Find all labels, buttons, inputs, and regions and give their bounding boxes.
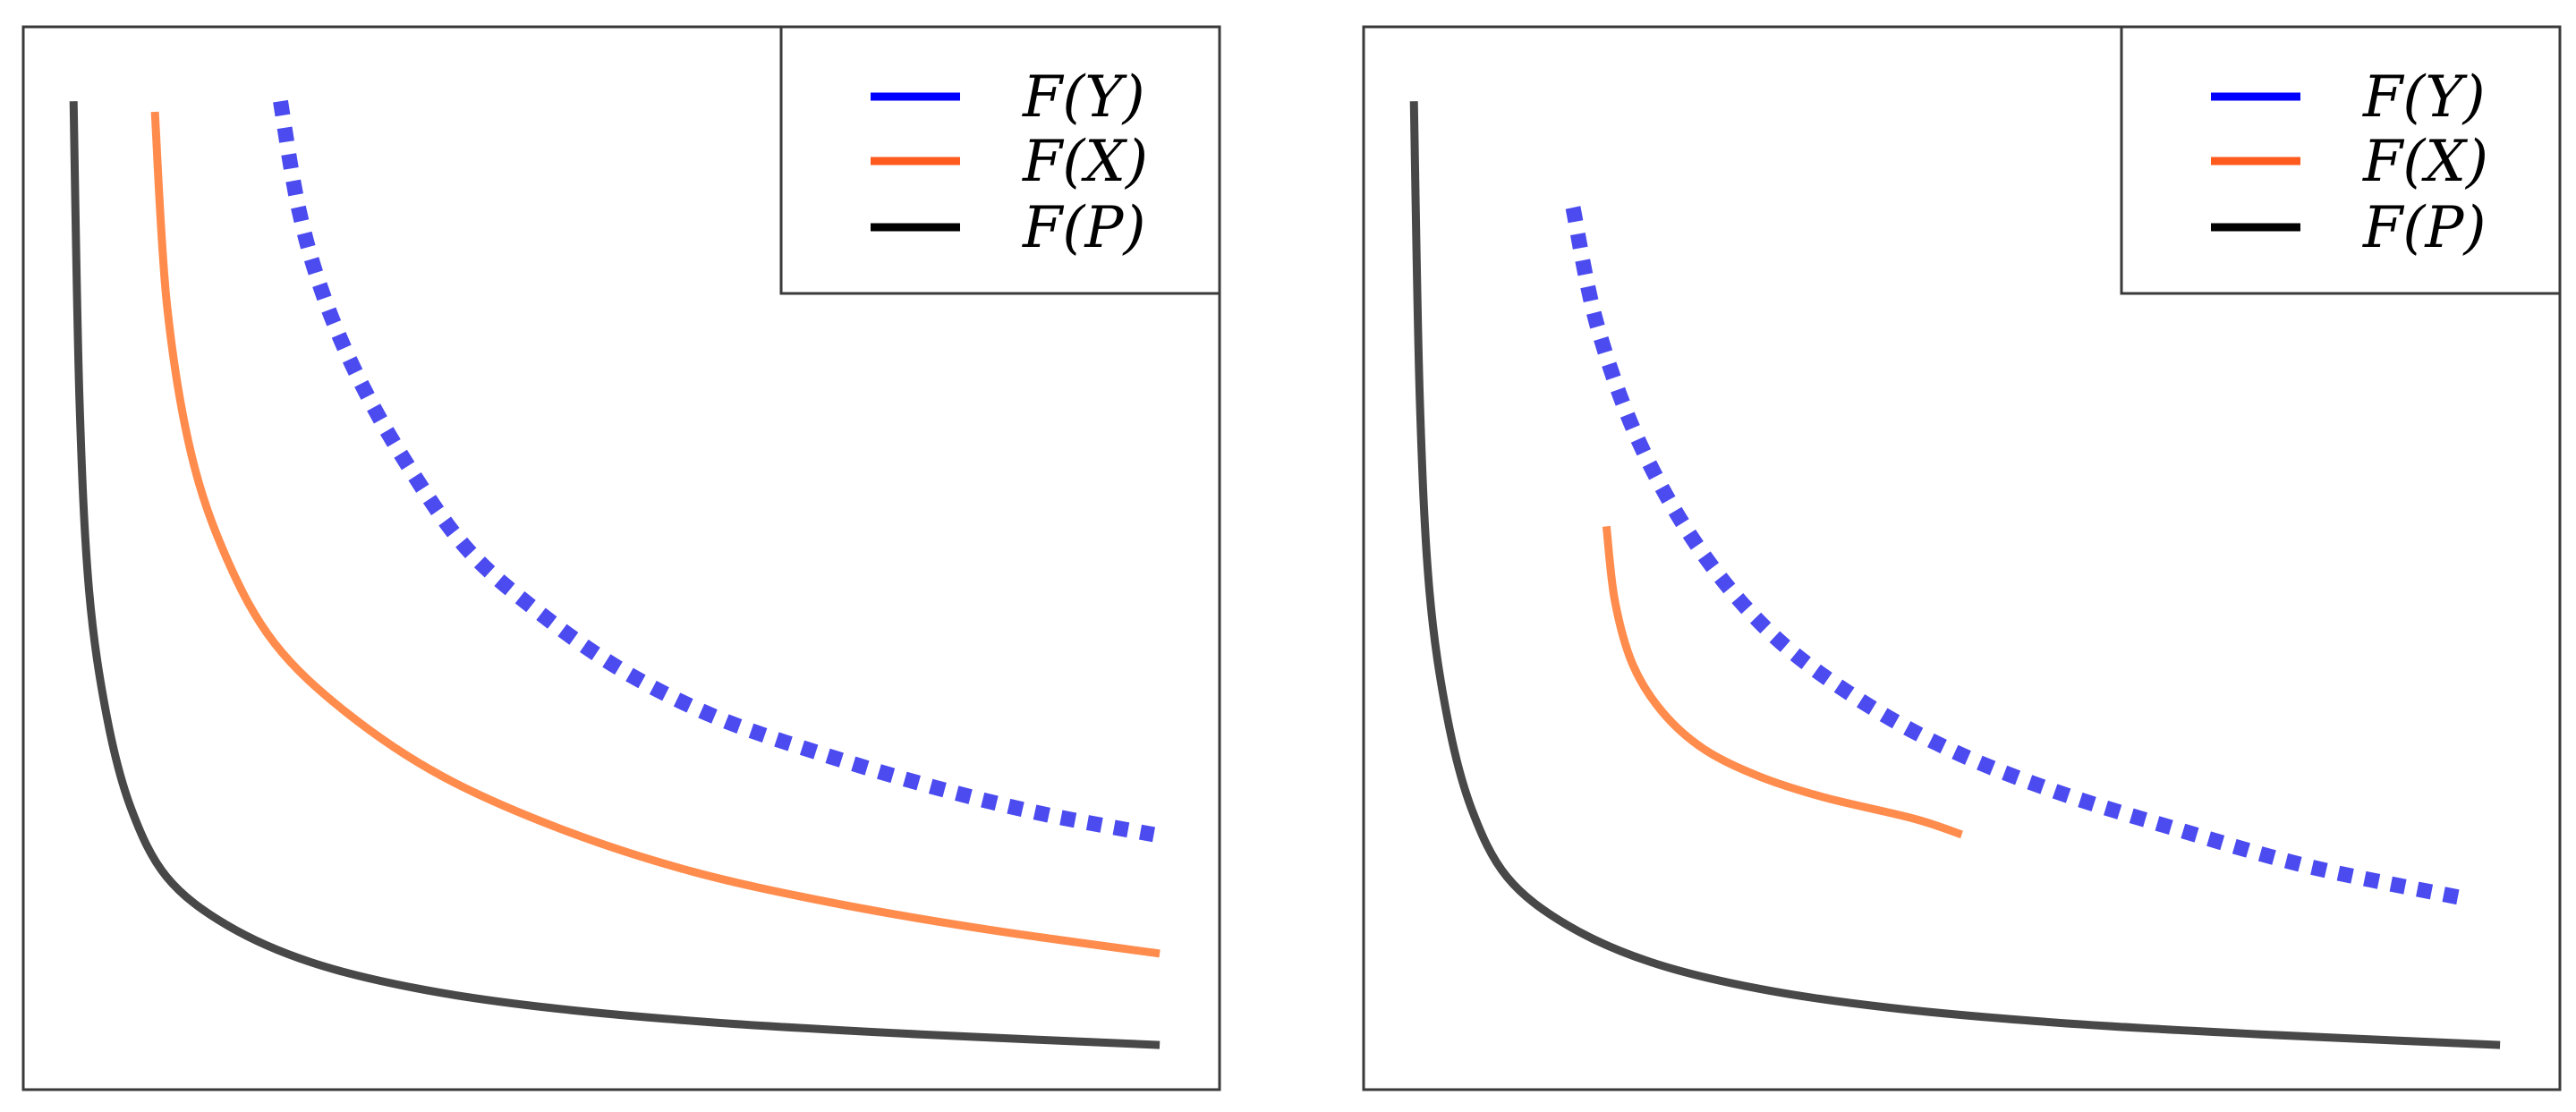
series-line-fp bbox=[1409, 101, 2501, 1049]
series-line-fx bbox=[150, 111, 1160, 958]
legend-box bbox=[2120, 25, 2562, 295]
series-line-fx bbox=[1602, 525, 1963, 839]
legend-label: F(P) bbox=[1022, 195, 1145, 261]
series-line-fy bbox=[273, 99, 1156, 843]
legend-box bbox=[779, 25, 1221, 295]
legend-label: F(Y) bbox=[2362, 64, 2486, 131]
legend: F(Y)F(X)F(P) bbox=[779, 25, 1221, 295]
plot-frame bbox=[1362, 25, 2562, 1091]
series-line-fp bbox=[69, 101, 1160, 1049]
right-chart-panel: F(Y)F(X)F(P) bbox=[1362, 25, 2562, 1091]
legend-label: F(X) bbox=[2362, 129, 2488, 195]
left-chart-panel: F(Y)F(X)F(P) bbox=[21, 25, 1221, 1091]
plot-frame bbox=[21, 25, 1221, 1091]
legend-label: F(X) bbox=[1022, 129, 1148, 195]
legend-label: F(Y) bbox=[1022, 64, 1145, 131]
legend-label: F(P) bbox=[2362, 195, 2486, 261]
series-line-fy bbox=[1565, 206, 2466, 906]
legend: F(Y)F(X)F(P) bbox=[2120, 25, 2562, 295]
